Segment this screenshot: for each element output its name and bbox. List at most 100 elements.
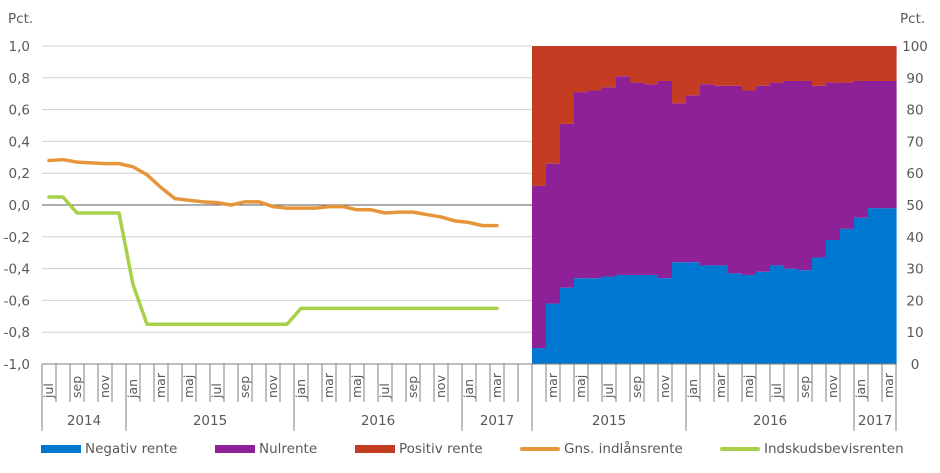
bar-nulrente (784, 80, 799, 269)
bar-negativ-rente (546, 303, 561, 364)
bar-positiv-rente (728, 46, 743, 86)
x-month-label: jan (461, 379, 476, 399)
x-year-label: 2016 (753, 413, 787, 429)
bar-positiv-rente (532, 46, 547, 186)
bar-negativ-rente (672, 262, 687, 364)
left-y-tick-label: 0,0 (9, 198, 30, 214)
bar-nulrente (882, 80, 897, 209)
bar-nulrente (546, 163, 561, 304)
right-y-tick-label: 30 (906, 262, 923, 278)
legend-item-negativ-rente: Negativ rente (41, 439, 177, 459)
left-y-tick-label: -0,4 (4, 262, 30, 278)
x-year-label: 2017 (858, 413, 892, 429)
bar-negativ-rente (826, 239, 841, 364)
bar-negativ-rente (658, 278, 673, 364)
x-month-label: sep (405, 376, 420, 398)
bar-positiv-rente (546, 46, 561, 164)
bar-nulrente (770, 82, 785, 266)
bar-negativ-rente (686, 262, 701, 364)
bar-negativ-rente (784, 268, 799, 364)
x-month-label: maj (741, 375, 756, 398)
x-month-label: jul (769, 383, 784, 399)
bar-nulrente (616, 76, 631, 275)
bar-positiv-rente (686, 46, 701, 96)
left-y-tick-label: -0,8 (4, 325, 30, 341)
bar-positiv-rente (672, 46, 687, 104)
bar-negativ-rente (560, 287, 575, 364)
bar-nulrente (686, 95, 701, 263)
bar-nulrente (602, 87, 617, 277)
bar-negativ-rente (602, 276, 617, 364)
x-month-label: jul (209, 383, 224, 399)
bar-positiv-rente (770, 46, 785, 83)
x-month-label: nov (265, 374, 280, 398)
legend-swatch-negativ-rente (41, 445, 81, 453)
x-month-label: mar (545, 372, 560, 398)
bar-positiv-rente (868, 46, 883, 81)
x-month-label: nov (433, 374, 448, 398)
bar-nulrente (854, 80, 869, 218)
legend-line-gns-indlaansrente (520, 447, 560, 451)
bar-nulrente (700, 84, 715, 266)
bar-negativ-rente (770, 265, 785, 364)
bar-positiv-rente (742, 46, 757, 91)
legend-label: Indskudsbevisrenten (764, 441, 904, 457)
legend-label: Nulrente (259, 441, 318, 457)
right-y-tick-label: 70 (906, 134, 923, 150)
bar-nulrente (574, 92, 589, 279)
x-month-label: jul (377, 383, 392, 399)
bar-positiv-rente (756, 46, 771, 86)
bar-nulrente (672, 103, 687, 263)
bar-negativ-rente (854, 217, 869, 364)
x-month-label: jul (601, 383, 616, 399)
right-axis-unit: Pct. (900, 11, 925, 27)
bar-negativ-rente (714, 265, 729, 364)
bar-nulrente (812, 85, 827, 258)
x-month-label: maj (181, 375, 196, 398)
x-month-label: jul (41, 383, 56, 399)
bar-nulrente (532, 185, 547, 349)
x-year-label: 2016 (361, 413, 395, 429)
bar-negativ-rente (756, 271, 771, 364)
left-y-tick-label: 0,2 (9, 166, 30, 182)
bar-positiv-rente (644, 46, 659, 85)
legend: Negativ rente Nulrente Positiv rente Gns… (0, 439, 940, 459)
left-y-tick-label: 0,4 (9, 134, 30, 150)
legend-label: Negativ rente (85, 441, 178, 457)
legend-label: Gns. indlånsrente (564, 441, 683, 457)
right-y-tick-label: 0 (911, 357, 920, 373)
bar-negativ-rente (700, 265, 715, 364)
left-y-tick-label: 0,6 (9, 103, 30, 119)
x-month-label: jan (853, 379, 868, 399)
legend-item-indskudsbevisrenten: Indskudsbevisrenten (720, 439, 904, 459)
bar-positiv-rente (630, 46, 645, 83)
left-axis-unit: Pct. (8, 11, 33, 27)
bar-negativ-rente (742, 274, 757, 364)
x-month-label: sep (629, 376, 644, 398)
x-month-label: nov (825, 374, 840, 398)
x-month-label: jan (685, 379, 700, 399)
left-y-tick-label: -0,6 (4, 293, 30, 309)
x-year-label: 2017 (480, 413, 514, 429)
legend-item-gns-indlaansrente: Gns. indlånsrente (520, 439, 683, 459)
bar-nulrente (868, 80, 883, 209)
bar-positiv-rente (798, 46, 813, 81)
bar-positiv-rente (882, 46, 897, 81)
bar-positiv-rente (854, 46, 869, 81)
bar-positiv-rente (812, 46, 827, 86)
bar-nulrente (742, 90, 757, 275)
x-month-label: nov (97, 374, 112, 398)
x-month-label: jan (293, 379, 308, 399)
bar-nulrente (658, 80, 673, 279)
right-y-tick-label: 40 (906, 230, 923, 246)
bar-positiv-rente (784, 46, 799, 81)
bar-negativ-rente (588, 278, 603, 364)
bar-negativ-rente (868, 208, 883, 364)
bar-negativ-rente (812, 257, 827, 364)
right-y-tick-label: 20 (906, 293, 923, 309)
bar-negativ-rente (882, 208, 897, 364)
bar-positiv-rente (700, 46, 715, 85)
right-y-tick-label: 90 (906, 71, 923, 87)
left-y-tick-label: 0,8 (9, 71, 30, 87)
